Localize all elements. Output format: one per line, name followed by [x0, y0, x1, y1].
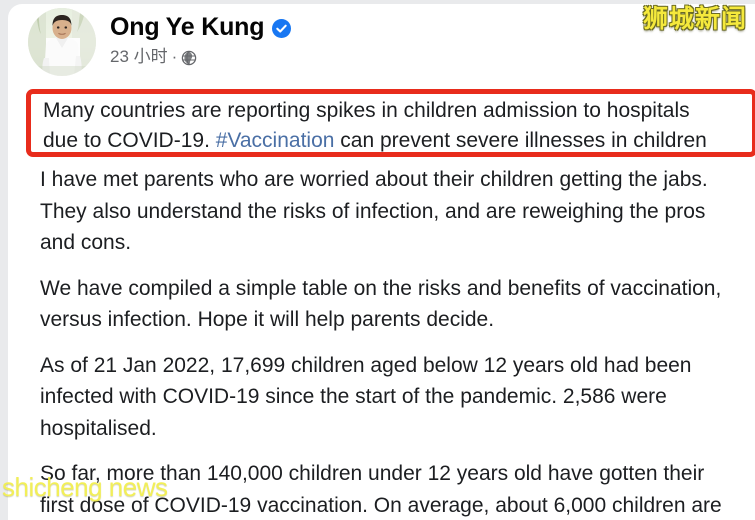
avatar-photo — [28, 8, 96, 76]
vaccination-hashtag-link[interactable]: #Vaccination — [215, 129, 335, 152]
post-timestamp[interactable]: 23 小时 — [110, 47, 168, 66]
avatar[interactable] — [28, 8, 96, 76]
post-paragraph-3: As of 21 Jan 2022, 17,699 children aged … — [40, 353, 692, 440]
author-name[interactable]: Ong Ye Kung — [110, 13, 265, 41]
highlight-text-line2-suffix: can prevent severe illnesses in children — [334, 129, 707, 152]
highlight-line-1: Many countries are reporting spikes in c… — [31, 94, 752, 126]
highlight-text-line2-prefix: due to COVID-19. — [43, 129, 216, 152]
highlight-text-line1: Many countries are reporting spikes in c… — [43, 99, 690, 122]
facebook-post-card: Ong Ye Kung 23 小时 · — [8, 4, 755, 520]
post-header: Ong Ye Kung 23 小时 · — [28, 8, 292, 76]
verified-check-icon — [272, 18, 292, 38]
post-body: I have met parents who are worried about… — [40, 164, 740, 520]
post-author-block: Ong Ye Kung 23 小时 · — [110, 8, 292, 67]
meta-separator: · — [171, 47, 178, 66]
post-meta-row: 23 小时 · — [110, 47, 291, 67]
post-paragraph-1: I have met parents who are worried about… — [40, 168, 708, 254]
globe-public-icon[interactable] — [181, 50, 197, 66]
highlighted-text-box: Many countries are reporting spikes in c… — [26, 89, 755, 157]
post-paragraph-4: So far, more than 140,000 children under… — [40, 462, 722, 517]
author-name-row: Ong Ye Kung — [110, 12, 292, 42]
highlight-line-2: due to COVID-19. #Vaccination can preven… — [31, 126, 752, 156]
post-paragraph-2: We have compiled a simple table on the r… — [40, 276, 722, 332]
